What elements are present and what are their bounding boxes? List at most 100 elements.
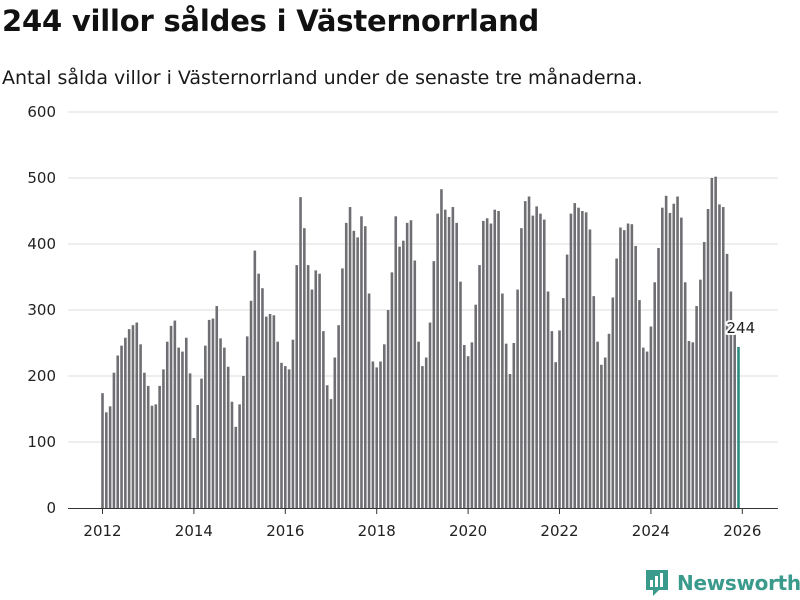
bar <box>386 310 390 508</box>
bar <box>592 296 596 508</box>
bar <box>501 293 504 508</box>
bar <box>482 220 485 508</box>
bar <box>455 222 458 508</box>
bar <box>603 357 607 508</box>
bar <box>230 401 234 508</box>
bar <box>314 270 318 508</box>
bar <box>200 378 203 508</box>
chart-subtitle: Antal sålda villor i Västernorrland unde… <box>2 67 643 89</box>
bar <box>417 341 420 508</box>
bar <box>634 245 637 509</box>
bar <box>310 289 314 508</box>
bar <box>413 260 417 508</box>
brand-name: Newsworthy <box>677 571 800 595</box>
bar <box>162 369 165 508</box>
bar <box>268 313 272 508</box>
bar <box>276 341 279 508</box>
bar <box>344 222 348 508</box>
bar <box>661 207 664 508</box>
bar <box>619 227 622 508</box>
bar <box>626 223 630 509</box>
bar <box>459 281 462 508</box>
bar <box>352 230 356 509</box>
bar <box>565 254 569 508</box>
bar <box>367 293 371 508</box>
bar <box>638 300 641 508</box>
bar <box>710 178 714 508</box>
bar <box>440 189 443 508</box>
bar <box>215 306 219 508</box>
bar <box>706 209 710 508</box>
bar-latest <box>737 346 740 508</box>
bar <box>341 268 344 508</box>
bar <box>105 412 108 508</box>
bar <box>466 356 470 508</box>
bar <box>649 326 653 508</box>
x-tick-label: 2020 <box>449 522 487 540</box>
bar <box>584 212 588 508</box>
bar <box>196 405 199 508</box>
bar <box>546 291 550 508</box>
bar <box>318 273 321 508</box>
bar <box>150 405 154 508</box>
bar <box>226 366 230 508</box>
bar <box>306 265 310 508</box>
bar <box>261 288 264 508</box>
bar <box>287 369 291 508</box>
bar <box>181 351 184 508</box>
bar <box>512 343 516 508</box>
bar <box>291 339 295 508</box>
bar <box>184 337 188 508</box>
x-tick-label: 2024 <box>632 522 670 540</box>
bar <box>569 213 573 508</box>
bar <box>329 399 333 508</box>
x-tick-label: 2016 <box>266 522 304 540</box>
bar <box>508 374 512 508</box>
bar-chart: 0 100 200 300 400 500 600 2012 2014 2016 2018 2020… <box>27 103 778 540</box>
bar <box>383 344 386 508</box>
bar <box>596 341 599 508</box>
bar <box>718 204 721 508</box>
bar <box>733 333 736 508</box>
y-tick-label: 500 <box>27 169 56 187</box>
bar <box>375 367 378 508</box>
bar <box>127 329 131 508</box>
bar <box>714 176 717 508</box>
bar <box>600 364 603 508</box>
bar <box>272 315 276 508</box>
bar <box>394 216 398 508</box>
bar <box>687 341 691 508</box>
y-tick-label: 300 <box>27 301 56 319</box>
bar <box>424 357 428 508</box>
bar <box>550 331 554 508</box>
bar <box>219 338 222 508</box>
bar <box>333 357 337 508</box>
bar <box>470 342 474 508</box>
bar <box>516 289 519 508</box>
bar <box>668 212 672 509</box>
bar <box>299 197 302 508</box>
bar <box>116 355 120 508</box>
bar <box>493 209 497 508</box>
x-axis-ticks: 2012 2014 2016 2018 2020 2022 2024 2026 <box>83 508 761 540</box>
bar <box>558 330 561 508</box>
bar <box>645 351 649 508</box>
bar <box>360 216 363 508</box>
bar <box>641 347 645 508</box>
bar <box>531 215 535 508</box>
bar <box>139 344 142 508</box>
latest-value-label: 244 <box>726 319 755 337</box>
bar <box>729 291 733 508</box>
bar <box>691 342 695 508</box>
bar <box>630 224 634 508</box>
bar <box>451 207 455 509</box>
bar <box>173 320 177 508</box>
bar <box>303 228 306 508</box>
bar <box>284 366 287 508</box>
bar <box>249 300 253 508</box>
bar <box>112 372 116 508</box>
bar <box>443 209 447 508</box>
bar <box>615 258 618 508</box>
x-tick-label: 2022 <box>540 522 578 540</box>
y-tick-label: 0 <box>46 499 56 517</box>
